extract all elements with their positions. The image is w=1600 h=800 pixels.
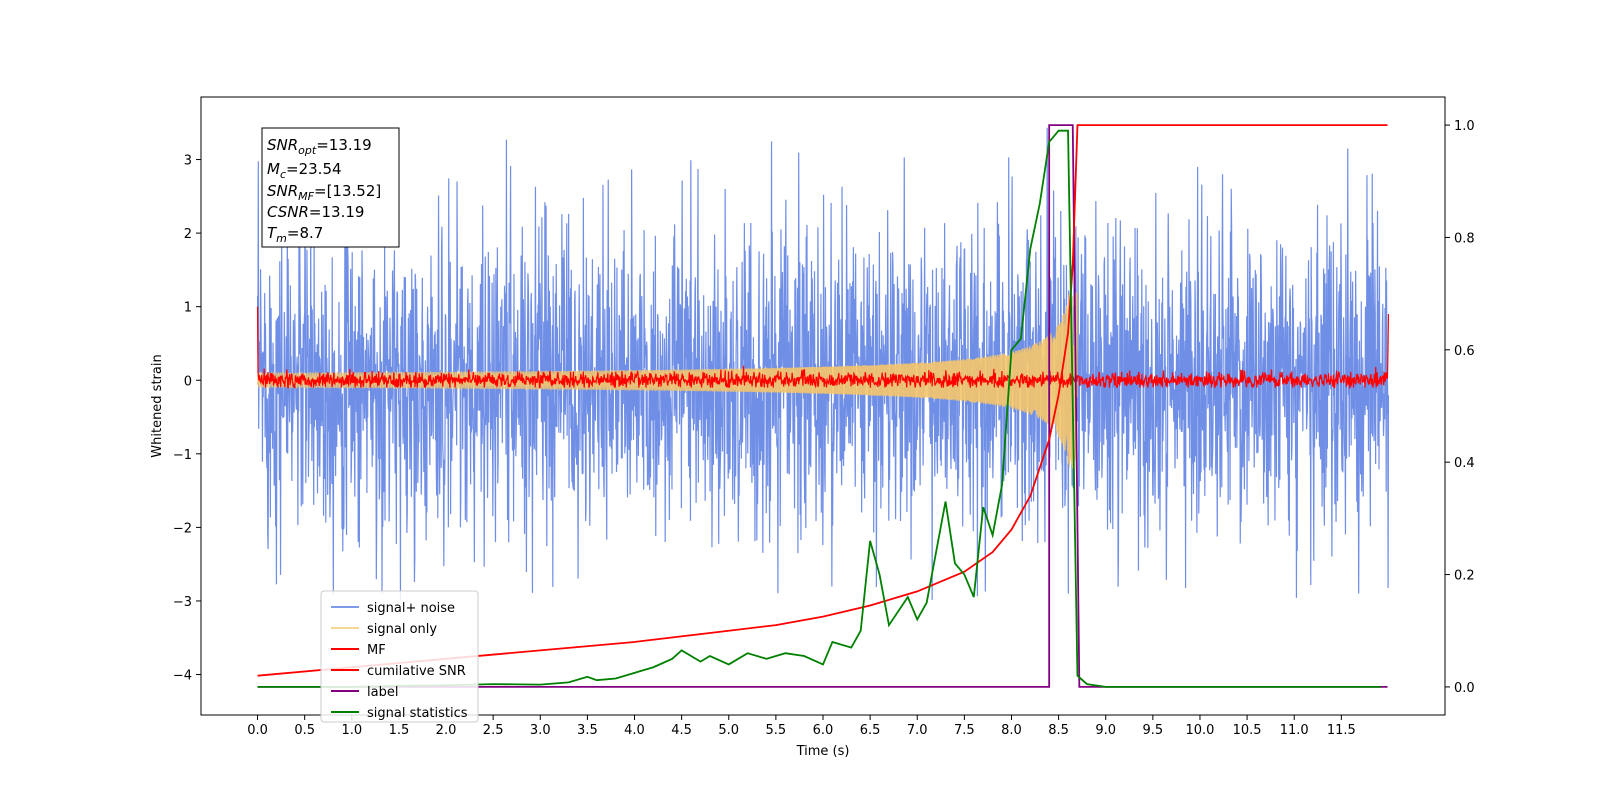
x-tick-label: 7.0 [907, 723, 928, 738]
y-right-tick-label: 0.0 [1454, 681, 1475, 696]
info-box: SNRopt=13.19 Mc=23.54 SNRMF=[13.52] CSNR… [261, 127, 400, 248]
x-tick-label: 11.0 [1280, 723, 1309, 738]
series-cumulative-snr [257, 124, 1388, 677]
info-snr-mf: SNRMF=[13.52] [267, 182, 381, 203]
legend-entry-label: label [367, 685, 398, 700]
signal-statistics-line [257, 129, 1381, 688]
x-tick-label: 10.5 [1233, 723, 1262, 738]
y-right-tick-label: 0.4 [1454, 456, 1475, 471]
x-tick-label: 1.5 [389, 723, 410, 738]
x-tick-label: 8.5 [1048, 723, 1069, 738]
legend-entry-signal-only: signal only [367, 622, 437, 637]
y-left-tick-label: 1 [184, 301, 192, 316]
info-chirp-mass: Mc=23.54 [267, 160, 342, 181]
legend-entry-mf: MF [367, 643, 386, 658]
x-tick-label: 2.0 [436, 723, 457, 738]
series-mf [256, 306, 1390, 390]
x-tick-label: 1.0 [341, 723, 362, 738]
signal-noise-line [256, 127, 1390, 601]
x-tick-label: 7.5 [954, 723, 975, 738]
x-tick-label: 8.0 [1001, 723, 1022, 738]
cumulative-snr-line [257, 124, 1388, 677]
y-left-tick-label: −3 [173, 595, 192, 610]
y-right-tick-label: 1.0 [1454, 119, 1475, 134]
y-left-tick-label: 0 [184, 374, 192, 389]
x-tick-label: 11.5 [1327, 723, 1356, 738]
info-box-frame [261, 127, 400, 248]
y-right-tick-label: 0.2 [1454, 569, 1475, 584]
mf-line [256, 306, 1390, 390]
info-tm: Tm=8.7 [267, 224, 323, 245]
x-tick-label: 9.5 [1143, 723, 1164, 738]
legend-frame [320, 590, 479, 723]
info-csnr: CSNR=13.19 [267, 203, 364, 221]
x-tick-label: 10.0 [1185, 723, 1214, 738]
y-right-tick-label: 0.6 [1454, 344, 1475, 359]
x-tick-label: 5.0 [718, 723, 739, 738]
x-tick-label: 6.5 [860, 723, 881, 738]
series-signal-noise [256, 127, 1390, 601]
x-tick-label: 2.5 [483, 723, 504, 738]
legend-entry-signal-noise: signal+ noise [367, 601, 455, 616]
legend: signal+ noise signal only MF cumilative SNR… [320, 590, 479, 723]
x-tick-label: 3.0 [530, 723, 551, 738]
y-left-tick-label: 3 [184, 154, 192, 169]
plot-area [256, 124, 1390, 688]
x-tick-label: 4.0 [624, 723, 645, 738]
y-left-tick-label: −4 [173, 669, 192, 684]
x-tick-label: 6.0 [813, 723, 834, 738]
x-tick-label: 4.5 [671, 723, 692, 738]
x-tick-label: 9.0 [1095, 723, 1116, 738]
y-left-tick-label: −1 [173, 448, 192, 463]
x-tick-label: 0.5 [294, 723, 315, 738]
series-signal-statistics [257, 129, 1381, 688]
x-axis-label: Time (s) [796, 744, 850, 759]
info-snr-opt: SNRopt=13.19 [267, 136, 372, 157]
y-left-tick-label: 2 [184, 227, 192, 242]
y-right-axis-ticks: 0.0 0.2 0.4 0.6 0.8 1.0 [1445, 119, 1475, 696]
y-right-tick-label: 0.8 [1454, 231, 1475, 246]
y-left-axis-ticks: −4 −3 −2 −1 0 1 2 3 [173, 154, 201, 684]
x-tick-label: 3.5 [577, 723, 598, 738]
y-left-tick-label: −2 [173, 521, 192, 536]
legend-entry-cumulative-snr: cumilative SNR [367, 664, 466, 679]
legend-entry-signal-statistics: signal statistics [367, 706, 468, 721]
x-tick-label: 5.5 [766, 723, 787, 738]
x-tick-label: 0.0 [247, 723, 268, 738]
x-axis-ticks: 0.0 0.5 1.0 1.5 2.0 2.5 3.0 3.5 4.0 4.5 5.0 5.5 6.0 6… [247, 715, 1356, 738]
y-axis-label: Whitened strain [150, 354, 165, 457]
